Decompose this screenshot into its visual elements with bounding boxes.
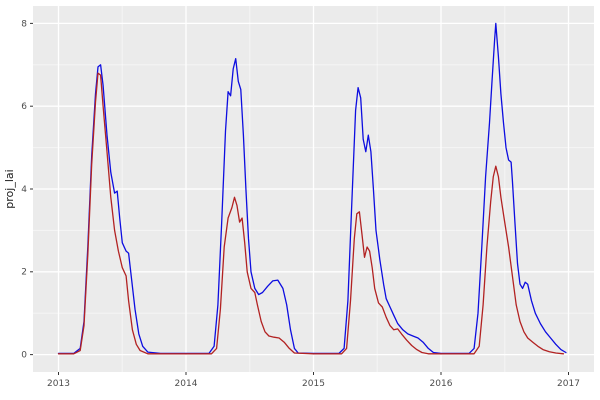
red-series-line xyxy=(57,72,565,355)
blue-series-line xyxy=(57,22,567,355)
y-tick-label: 2 xyxy=(21,268,27,278)
x-tick-label: 2017 xyxy=(557,379,580,389)
y-tick-label: 6 xyxy=(21,102,27,112)
y-tick-label: 0 xyxy=(21,350,27,360)
x-tick-label: 2015 xyxy=(302,379,325,389)
y-tick-label: 8 xyxy=(21,19,27,29)
y-tick-label: 4 xyxy=(21,185,27,195)
x-tick-label: 2014 xyxy=(175,379,198,389)
x-tick-label: 2013 xyxy=(47,379,70,389)
x-tick-label: 2016 xyxy=(430,379,453,389)
